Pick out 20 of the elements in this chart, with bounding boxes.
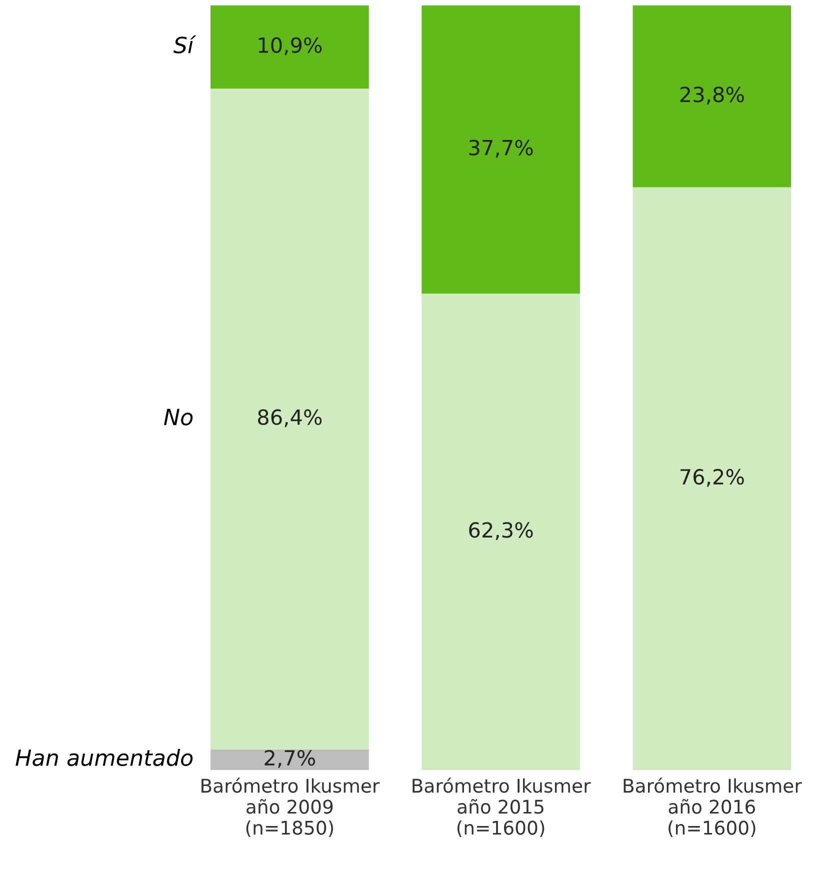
- bar: [632, 187, 792, 770]
- data-label: 86,4%: [258, 409, 322, 428]
- bar: [422, 5, 580, 294]
- x-tick-label: Barómetro Ikusmer año 2016 (n=1600): [624, 778, 802, 838]
- bar: [210, 749, 369, 770]
- series-label: No: [164, 408, 193, 426]
- data-label: 2,7%: [264, 750, 316, 768]
- series-label: Han aumentado: [16, 748, 193, 766]
- data-label: 76,2%: [680, 468, 744, 487]
- x-tick-label: Barómetro Ikusmer año 2009 (n=1850): [202, 778, 380, 838]
- bar: [210, 5, 369, 89]
- data-label: 10,9%: [258, 37, 322, 56]
- bar: [210, 88, 369, 750]
- data-label: 62,3%: [469, 522, 533, 540]
- x-tick-label: Barómetro Ikusmer año 2015 (n=1600): [412, 778, 591, 838]
- data-label: 37,7%: [469, 140, 533, 158]
- bar: [422, 294, 580, 770]
- bar: [632, 5, 792, 188]
- data-label: 23,8%: [680, 86, 744, 104]
- series-label: Sí: [173, 35, 196, 54]
